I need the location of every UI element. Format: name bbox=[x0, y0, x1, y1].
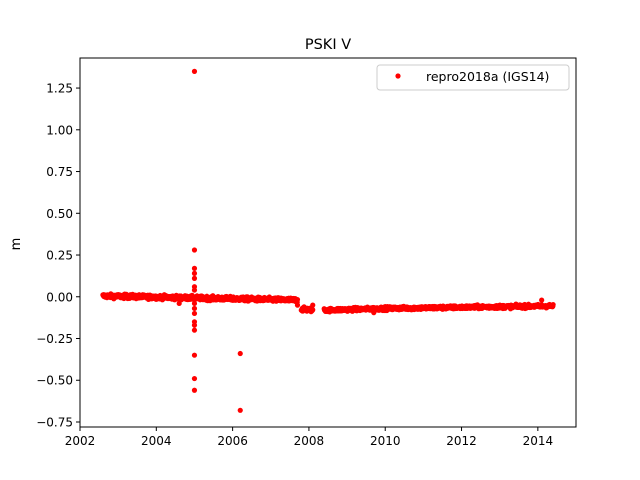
y-tick-label: 1.00 bbox=[46, 123, 73, 137]
data-point-outlier bbox=[191, 275, 198, 281]
data-point-outlier bbox=[191, 387, 198, 393]
x-tick-label: 2008 bbox=[294, 434, 325, 448]
data-point-outlier bbox=[237, 350, 243, 357]
y-axis: −0.75 −0.50 −0.25 0.00 0.25 0.50 0.75 1.00 1.25 bbox=[36, 82, 80, 429]
chart-title: PSKI V bbox=[305, 37, 351, 53]
x-tick-label: 2014 bbox=[523, 434, 554, 448]
data-point-outlier bbox=[191, 68, 198, 74]
data-point-outlier bbox=[539, 297, 545, 303]
y-tick-label: −0.75 bbox=[36, 415, 73, 429]
data-point-outlier bbox=[191, 375, 198, 382]
y-tick-label: 1.25 bbox=[46, 82, 73, 96]
data-point-outlier bbox=[191, 270, 198, 276]
y-tick-label: 0.25 bbox=[46, 249, 73, 263]
x-tick-label: 2010 bbox=[370, 434, 401, 448]
plot-area bbox=[79, 57, 577, 428]
legend: repro2018a (IGS14) bbox=[376, 64, 570, 91]
data-point bbox=[550, 302, 556, 308]
data-point-outlier bbox=[371, 310, 377, 316]
data-point-outlier bbox=[191, 352, 198, 358]
data-point-outlier bbox=[310, 302, 316, 308]
y-tick-label: 0.75 bbox=[46, 165, 73, 179]
data-point-outlier bbox=[191, 310, 198, 317]
data-point-outlier bbox=[191, 327, 198, 333]
x-tick-label: 2004 bbox=[141, 434, 172, 448]
data-point-outlier bbox=[191, 265, 198, 271]
legend-marker bbox=[395, 73, 401, 79]
data-point-outlier bbox=[191, 247, 198, 253]
data-point bbox=[310, 307, 316, 313]
data-point-outlier bbox=[191, 305, 198, 312]
y-tick-label: −0.50 bbox=[36, 374, 73, 388]
x-axis: 2002 2004 2006 2008 2010 2012 2014 bbox=[65, 427, 553, 448]
data-points bbox=[100, 68, 556, 413]
axes-frame bbox=[79, 57, 577, 428]
data-point-outlier bbox=[294, 302, 301, 308]
y-tick-label: −0.25 bbox=[36, 332, 73, 346]
data-point-outlier bbox=[191, 300, 198, 307]
data-point bbox=[294, 296, 301, 303]
x-tick-label: 2002 bbox=[65, 434, 96, 448]
data-point-outlier bbox=[191, 322, 198, 328]
data-point-outlier bbox=[237, 407, 243, 413]
x-tick-label: 2006 bbox=[217, 434, 248, 448]
data-point-outlier bbox=[191, 287, 198, 293]
legend-box bbox=[376, 64, 570, 91]
x-tick-label: 2012 bbox=[446, 434, 477, 448]
y-axis-label: m bbox=[9, 238, 24, 251]
y-tick-label: 0.50 bbox=[46, 207, 73, 221]
data-point-outlier bbox=[176, 300, 182, 307]
legend-entry-label: repro2018a (IGS14) bbox=[426, 69, 549, 84]
y-tick-label: 0.00 bbox=[46, 290, 73, 304]
